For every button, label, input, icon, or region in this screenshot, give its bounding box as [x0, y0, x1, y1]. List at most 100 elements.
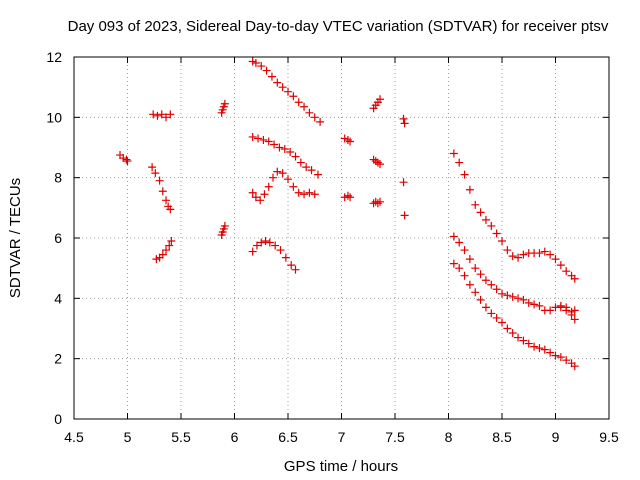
plot-frame	[73, 56, 610, 420]
data-point	[291, 152, 300, 161]
y-axis-title: SDTVAR / TECUs	[7, 178, 24, 298]
data-point	[400, 211, 409, 220]
data-point	[492, 313, 501, 322]
data-point	[399, 114, 408, 123]
series-track-r	[449, 232, 579, 324]
data-point	[562, 356, 571, 365]
data-point	[465, 185, 474, 194]
data-point	[460, 246, 469, 255]
data-point	[270, 140, 279, 149]
data-point	[158, 187, 167, 196]
data-point	[503, 324, 512, 333]
x-tick-label: 4.5	[64, 429, 84, 445]
data-point	[254, 134, 263, 143]
data-point	[570, 306, 579, 315]
data-point	[476, 270, 485, 279]
series-track-e	[217, 99, 229, 117]
data-point	[248, 132, 257, 141]
data-point	[471, 200, 480, 209]
data-point	[570, 274, 579, 283]
data-point	[498, 289, 506, 298]
series-track-c	[149, 110, 175, 122]
data-point	[481, 303, 490, 312]
data-point	[286, 148, 295, 157]
data-point	[524, 339, 533, 348]
data-point	[492, 285, 501, 294]
data-point	[562, 267, 571, 276]
data-point	[519, 295, 528, 304]
data-point	[540, 247, 549, 256]
data-point	[546, 306, 555, 315]
data-point	[556, 261, 565, 270]
data-point	[284, 175, 292, 184]
series-track-k	[340, 134, 355, 146]
data-point	[155, 176, 164, 185]
data-point	[256, 196, 265, 205]
data-point	[503, 246, 512, 255]
chart-title: Day 093 of 2023, Sidereal Day-to-day VTE…	[68, 18, 609, 35]
data-point	[264, 137, 273, 146]
series-track-t	[556, 301, 579, 316]
data-point	[264, 182, 273, 191]
data-point	[498, 318, 506, 327]
data-point	[122, 155, 131, 164]
data-point	[514, 253, 523, 262]
data-point	[498, 237, 506, 246]
data-point	[300, 190, 309, 199]
data-point	[220, 221, 229, 230]
data-point	[280, 145, 289, 154]
data-point	[492, 229, 501, 238]
data-point	[399, 178, 408, 187]
data-point	[265, 238, 274, 247]
data-point	[460, 271, 469, 280]
data-point	[162, 113, 171, 122]
data-point	[305, 188, 314, 197]
data-point	[449, 259, 458, 268]
x-tick-label: 6.5	[278, 429, 298, 445]
data-point	[162, 246, 171, 255]
data-point	[273, 78, 282, 87]
data-point	[257, 238, 266, 247]
series-track-q	[449, 149, 579, 283]
x-axis-title: GPS time / hours	[284, 458, 398, 475]
data-point	[158, 250, 167, 259]
data-point	[535, 301, 544, 310]
series-track-h	[248, 132, 322, 179]
data-point	[376, 197, 385, 206]
data-point	[508, 252, 517, 261]
data-point	[220, 99, 229, 108]
data-point	[570, 315, 579, 324]
data-point	[455, 158, 464, 167]
data-point	[551, 255, 560, 264]
y-tick-label: 12	[46, 49, 62, 65]
data-point	[546, 250, 555, 259]
data-point	[481, 215, 490, 224]
data-point	[476, 295, 485, 304]
data-point	[157, 110, 166, 119]
data-point	[275, 143, 284, 152]
data-point	[261, 237, 270, 246]
data-point	[262, 66, 271, 75]
data-point	[556, 301, 565, 310]
series-track-l	[340, 191, 355, 202]
y-tick-label: 8	[54, 170, 62, 186]
data-point	[540, 345, 549, 354]
data-point	[153, 111, 162, 120]
data-point	[276, 246, 285, 255]
data-point	[251, 59, 260, 68]
series-track-i	[248, 167, 319, 205]
y-tick-label: 10	[46, 109, 62, 125]
data-point	[530, 342, 539, 351]
data-point	[535, 344, 544, 353]
data-point	[296, 158, 305, 167]
series-track-p	[399, 114, 409, 220]
data-point	[148, 163, 157, 172]
data-point	[310, 113, 319, 122]
data-point	[151, 169, 160, 178]
data-point	[278, 83, 287, 92]
data-point	[519, 336, 528, 345]
data-point	[271, 241, 280, 250]
x-tick-label: 6	[231, 429, 239, 445]
data-point	[535, 249, 544, 258]
